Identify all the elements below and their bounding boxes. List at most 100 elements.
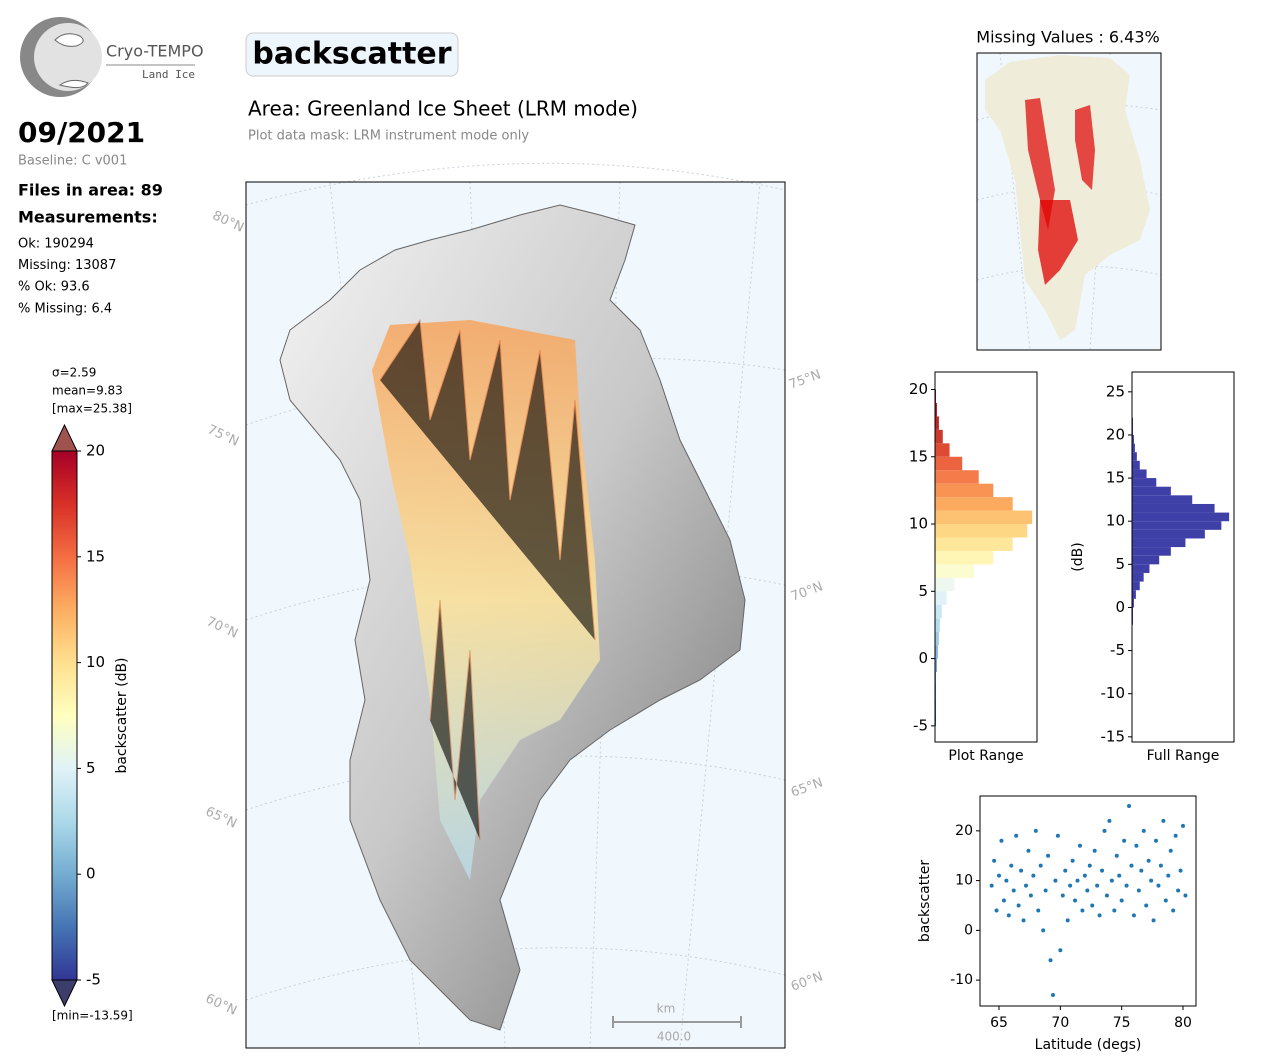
y-tick-label: -10 xyxy=(1101,684,1126,702)
histogram-bar xyxy=(1132,503,1215,513)
baseline: Baseline: C v001 xyxy=(18,154,127,169)
scatter-point xyxy=(1038,863,1043,868)
scatter-point xyxy=(1090,903,1095,908)
histogram-bar xyxy=(935,483,994,498)
scatter-point xyxy=(1136,888,1141,893)
latitude-label: 80°N xyxy=(210,208,246,235)
scatter-point xyxy=(1082,873,1087,878)
scatter-point xyxy=(1033,828,1038,833)
scatter-point xyxy=(1102,828,1107,833)
parameter-title: backscatter xyxy=(252,37,451,72)
scatter-point xyxy=(999,838,1004,843)
scatter-point xyxy=(1144,903,1149,908)
histogram-bar xyxy=(935,429,943,444)
y-tick-label: 5 xyxy=(918,582,928,600)
y-tick-label: 0 xyxy=(918,649,928,667)
latitude-label: 75°N xyxy=(205,422,241,449)
scatter-point xyxy=(1131,913,1136,918)
scatter-point xyxy=(1001,898,1006,903)
y-tick-label: 10 xyxy=(909,515,928,533)
scatter-point xyxy=(1119,898,1124,903)
colorbar xyxy=(51,450,78,981)
scatter-point xyxy=(1176,888,1181,893)
colorbar-min: [min=-13.59] xyxy=(52,1009,133,1023)
histogram-bar xyxy=(1132,495,1193,504)
y-tick-label: 20 xyxy=(1106,425,1125,443)
title-box xyxy=(245,32,459,77)
y-tick-label: 15 xyxy=(909,447,928,465)
colorbar-label: backscatter (dB) xyxy=(114,657,130,773)
scatter-point xyxy=(1080,908,1085,913)
scatter-point xyxy=(1070,858,1075,863)
mask-note: Plot data mask: LRM instrument mode only xyxy=(248,129,529,144)
histogram-bar xyxy=(935,537,1013,551)
colorbar-stat: [max=25.38] xyxy=(52,402,132,416)
scatter-point xyxy=(1146,858,1151,863)
histogram-bar xyxy=(1132,521,1222,530)
y-tick-label: -5 xyxy=(1110,641,1125,659)
latitude-label: 70°N xyxy=(789,579,825,604)
histogram-bar xyxy=(1132,581,1140,591)
scatter-point xyxy=(1087,863,1092,868)
colorbar-under xyxy=(51,979,78,1008)
missing-title: Missing Values : 6.43% xyxy=(976,28,1159,47)
histogram-bar xyxy=(935,577,955,592)
scatter-point xyxy=(1041,928,1046,933)
scatter-point xyxy=(1141,828,1146,833)
y-axis-label: backscatter xyxy=(917,860,933,942)
scatter-point xyxy=(994,908,999,913)
scatter-point xyxy=(1063,868,1068,873)
histogram-bar xyxy=(1132,555,1160,565)
histogram-bar xyxy=(1132,590,1136,599)
histogram-bar xyxy=(1132,538,1186,548)
scatter-point xyxy=(1127,803,1132,808)
scatter-point xyxy=(1058,948,1063,953)
measurement: % Ok: 93.6 xyxy=(18,280,90,295)
files-count: Files in area: 89 xyxy=(18,181,163,200)
scale-length: 400.0 xyxy=(657,1030,691,1044)
main-map: km 400.0 xyxy=(245,162,786,1049)
scatter-point xyxy=(1158,863,1163,868)
scatter-point xyxy=(1151,918,1156,923)
x-axis-label: Plot Range xyxy=(948,748,1023,764)
colorbar-stat: mean=9.83 xyxy=(52,384,123,398)
histogram-bar xyxy=(1132,564,1150,573)
scatter-point xyxy=(1060,893,1065,898)
y-tick-label: -10 xyxy=(950,972,973,988)
x-tick-label: 80 xyxy=(1174,1015,1192,1031)
colorbar-tick-label: 5 xyxy=(86,759,96,777)
scatter-point xyxy=(1085,888,1090,893)
scatter-point xyxy=(1073,898,1078,903)
latitude-label: 70°N xyxy=(204,614,240,641)
scatter-point xyxy=(1050,993,1055,998)
x-axis-label: Latitude (degs) xyxy=(1035,1037,1142,1053)
histogram-bar xyxy=(1132,452,1137,461)
scatter-point xyxy=(1019,868,1024,873)
latitude-label: 65°N xyxy=(203,804,239,831)
scatter-point xyxy=(1100,868,1105,873)
histogram-bar xyxy=(1132,572,1144,582)
histogram-bar xyxy=(935,658,937,673)
scale-unit: km xyxy=(657,1002,676,1016)
date: 09/2021 xyxy=(18,116,145,149)
histogram-bar xyxy=(935,510,1033,525)
scatter-point xyxy=(1166,873,1171,878)
x-tick-label: 70 xyxy=(1051,1015,1069,1031)
histogram-bar xyxy=(1132,478,1157,487)
scatter-point xyxy=(1168,848,1173,853)
measurement: Ok: 190294 xyxy=(18,237,94,252)
histogram-bar xyxy=(1132,529,1205,539)
x-tick-label: 75 xyxy=(1113,1015,1131,1031)
scatter-point xyxy=(1075,878,1080,883)
scatter-point xyxy=(1171,908,1176,913)
y-axis-label: (dB) xyxy=(1070,542,1086,571)
y-tick-label: 10 xyxy=(955,873,973,889)
y-tick-label: 15 xyxy=(1106,469,1125,487)
colorbar-stat: σ=2.59 xyxy=(52,366,96,380)
y-tick-label: 0 xyxy=(964,922,973,938)
scatter-point xyxy=(1122,838,1127,843)
colorbar-tick-label: -5 xyxy=(86,971,101,989)
